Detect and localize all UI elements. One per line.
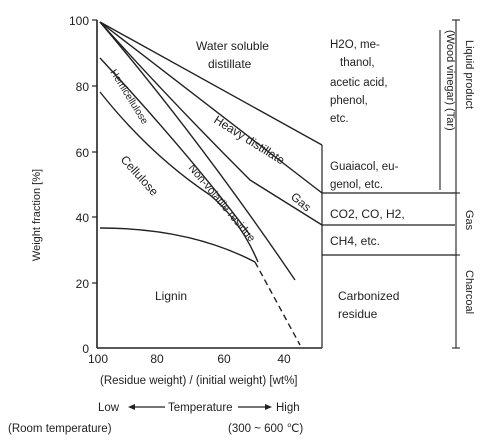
gas-line-1: CO2, CO, H2,	[330, 207, 405, 221]
gas-line-2: CH4, etc.	[330, 234, 380, 248]
label-non-volatile: Non-volatile residue	[186, 162, 258, 244]
label-carbonized-1: Carbonized	[338, 289, 399, 303]
line-gas-boundary	[99, 21, 323, 226]
x-tick-80: 80	[150, 352, 164, 366]
bracket-wood-vinegar-tar: (Wood vinegar) (Tar)	[444, 30, 456, 131]
bracket-gas: Gas	[463, 210, 475, 231]
x-tick-40: 40	[277, 352, 291, 366]
label-gas: Gas	[288, 190, 314, 215]
y-tick-40: 40	[76, 211, 90, 225]
x-axis-label: (Residue weight) / (initial weight) [wt%…	[100, 375, 298, 387]
y-axis-label: Weight fraction [%]	[31, 169, 43, 261]
label-water-soluble-1: Water soluble	[196, 39, 269, 53]
label-cellulose: Cellulose	[118, 153, 162, 199]
temp-room: (Room temperature)	[8, 423, 112, 435]
x-tick-60: 60	[217, 352, 231, 366]
temp-high: High	[276, 402, 300, 414]
bracket-charcoal: Charcoal	[463, 270, 475, 314]
line-lignin-top	[99, 227, 256, 263]
y-tick-labels: 100 80 60 40 20 0	[69, 14, 89, 356]
region-boundary-lines	[99, 21, 323, 346]
product-separators	[321, 145, 455, 348]
liquid-line-5: etc.	[330, 113, 349, 125]
y-tick-20: 20	[76, 277, 90, 291]
label-water-soluble-2: distillate	[208, 57, 252, 71]
label-lignin: Lignin	[155, 289, 187, 303]
bracket-labels: Liquid product (Wood vinegar) (Tar) Gas …	[444, 30, 475, 314]
liquid-line-2: thanol,	[340, 57, 375, 69]
liquid-line-3: acetic acid,	[330, 77, 388, 89]
temp-arrow-right-head	[265, 404, 272, 410]
tar-products: Guaiacol, eu- genol, etc.	[330, 161, 399, 191]
gas-products: CO2, CO, H2, CH4, etc.	[330, 207, 405, 248]
label-hemicellulose: Hemicellulose	[107, 68, 150, 127]
liquid-line-4: phenol,	[330, 95, 368, 107]
tar-line-2: genol, etc.	[330, 179, 383, 191]
y-axis-ticks	[92, 19, 97, 284]
bracket-liquid-product: Liquid product	[463, 40, 475, 109]
temp-low: Low	[98, 402, 120, 414]
temperature-scale: Low Temperature High (Room temperature) …	[8, 402, 303, 435]
liquid-products: H2O, me- thanol, acetic acid, phenol, et…	[330, 39, 388, 125]
axes	[96, 20, 322, 349]
label-heavy-distillate: Heavy distillate	[211, 113, 287, 168]
temp-arrow-left-head	[128, 404, 135, 410]
line-cellulose-lignin	[99, 91, 259, 263]
liquid-line-1: H2O, me-	[330, 39, 380, 51]
temp-range: (300 ~ 600 ℃)	[228, 423, 303, 435]
right-brackets	[439, 19, 460, 349]
x-tick-labels: 100 80 60 40	[88, 352, 291, 366]
y-tick-100: 100	[69, 14, 89, 28]
temp-middle: Temperature	[168, 402, 233, 414]
y-tick-60: 60	[76, 146, 90, 160]
line-water-soluble-boundary	[99, 21, 323, 146]
line-residue-dashed	[254, 261, 301, 346]
x-tick-100: 100	[88, 352, 108, 366]
y-tick-80: 80	[76, 80, 90, 94]
line-hemicellulose-cellulose	[99, 57, 251, 236]
tar-line-1: Guaiacol, eu-	[330, 161, 399, 173]
line-nonvolatile-boundary	[99, 21, 296, 281]
label-carbonized-2: residue	[338, 307, 378, 321]
y-tick-0: 0	[82, 342, 89, 356]
line-heavy-distillate-boundary	[99, 21, 323, 194]
